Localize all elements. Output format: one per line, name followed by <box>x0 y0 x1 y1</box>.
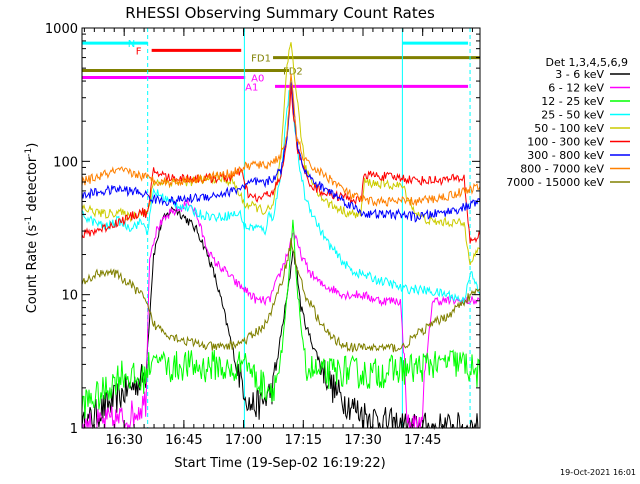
x-tick-label-1: 16:45 <box>165 433 202 448</box>
flag-label-fd1: FD1 <box>251 54 271 65</box>
plot-frame <box>81 27 481 429</box>
y-tick-label-2: 100 <box>53 155 78 170</box>
flag-label-fd2: FD2 <box>283 67 303 78</box>
x-tick-label-2: 17:00 <box>225 433 262 448</box>
x-tick-label-4: 17:30 <box>344 433 381 448</box>
x-tick-label-3: 17:15 <box>285 433 322 448</box>
x-axis-label: Start Time (19-Sep-02 16:19:22) <box>174 456 385 471</box>
y-tick-label-0: 1 <box>70 422 78 437</box>
y-axis-label-sup2: -1 <box>24 148 34 157</box>
legend-label-8: 7000 - 15000 keV <box>506 176 604 189</box>
y-tick-label-1: 10 <box>61 289 78 304</box>
y-axis-label-sup1: -1 <box>24 216 34 225</box>
series-line-2 <box>81 219 481 419</box>
chart-title: RHESSI Observing Summary Count Rates <box>125 4 435 22</box>
series-layer <box>81 42 481 430</box>
legend-label-3: 25 - 50 keV <box>541 109 604 122</box>
y-axis-label: Count Rate (s-1 detector-1) <box>24 143 40 314</box>
series-line-1 <box>81 198 481 430</box>
legend-label-5: 100 - 300 keV <box>527 136 604 149</box>
legend-label-1: 6 - 12 keV <box>548 82 604 95</box>
legend-label-2: 12 - 25 keV <box>541 95 604 108</box>
flag-label-n: N <box>128 39 135 50</box>
series-line-6 <box>81 82 481 223</box>
flag-label-a0: A0 <box>251 74 264 85</box>
y-tick-label-3: 1000 <box>45 22 78 37</box>
legend-label-6: 300 - 800 keV <box>527 149 604 162</box>
y-axis-label-mid: detector <box>25 156 40 216</box>
legend-label-4: 50 - 100 keV <box>534 122 604 135</box>
legend-label-0: 3 - 6 keV <box>555 68 604 81</box>
footer-timestamp: 19-Oct-2021 16:01 <box>560 468 636 477</box>
x-tick-label-5: 17:45 <box>404 433 441 448</box>
x-axis-ticks: 16:30 16:45 17:00 17:15 17:30 17:45 <box>83 28 473 448</box>
y-axis-ticks: 1 10 100 1000 <box>45 22 480 437</box>
series-line-8 <box>81 238 481 353</box>
flag-label-f: F <box>136 46 142 57</box>
series-line-7 <box>81 74 481 207</box>
x-tick-label-0: 16:30 <box>105 433 142 448</box>
legend-title: Det 1,3,4,5,6,9 <box>545 56 628 69</box>
legend-label-7: 800 - 7000 keV <box>520 163 604 176</box>
flag-label-a1: A1 <box>245 82 258 93</box>
y-axis-label-main: Count Rate (s <box>25 225 40 314</box>
y-axis-label-end: ) <box>25 143 40 148</box>
series-line-5 <box>81 85 481 244</box>
